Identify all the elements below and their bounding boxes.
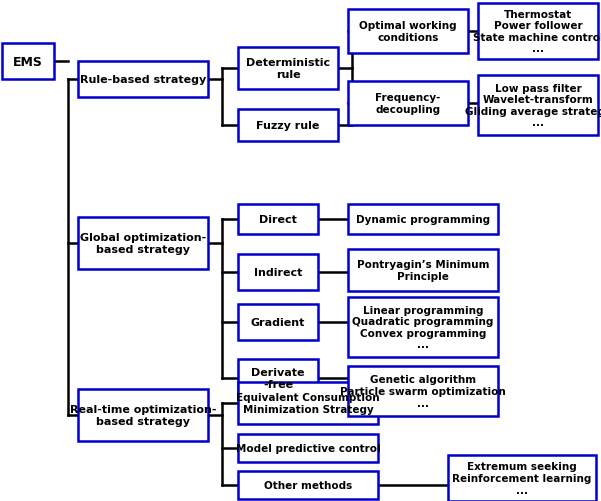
- Text: Linear programming
Quadratic programming
Convex programming
...: Linear programming Quadratic programming…: [352, 305, 493, 350]
- Text: Genetic algorithm
Particle swarm optimization
...: Genetic algorithm Particle swarm optimiz…: [340, 375, 506, 408]
- FancyBboxPatch shape: [238, 204, 318, 234]
- Text: Frequency-
decoupling: Frequency- decoupling: [375, 93, 441, 115]
- FancyBboxPatch shape: [238, 48, 338, 90]
- FancyBboxPatch shape: [348, 366, 498, 416]
- Text: EMS: EMS: [13, 56, 43, 68]
- FancyBboxPatch shape: [478, 4, 598, 60]
- FancyBboxPatch shape: [348, 82, 468, 126]
- FancyBboxPatch shape: [78, 217, 208, 270]
- Text: Rule-based strategy: Rule-based strategy: [80, 75, 206, 85]
- Text: Low pass filter
Wavelet-transform
Gliding average strategy
...: Low pass filter Wavelet-transform Glidin…: [465, 84, 601, 128]
- Text: Extremum seeking
Reinforcement learning
...: Extremum seeking Reinforcement learning …: [453, 461, 592, 494]
- Text: Pontryagin’s Minimum
Principle: Pontryagin’s Minimum Principle: [357, 260, 489, 281]
- Text: Gradient: Gradient: [251, 317, 305, 327]
- FancyBboxPatch shape: [238, 382, 378, 424]
- FancyBboxPatch shape: [448, 455, 596, 501]
- FancyBboxPatch shape: [238, 110, 338, 142]
- FancyBboxPatch shape: [238, 434, 378, 462]
- FancyBboxPatch shape: [2, 44, 54, 80]
- Text: Thermostat
Power follower
State machine control
...: Thermostat Power follower State machine …: [473, 10, 601, 54]
- Text: Direct: Direct: [259, 214, 297, 224]
- Text: Dynamic programming: Dynamic programming: [356, 214, 490, 224]
- FancyBboxPatch shape: [78, 389, 208, 441]
- FancyBboxPatch shape: [238, 255, 318, 291]
- FancyBboxPatch shape: [348, 204, 498, 234]
- Text: Fuzzy rule: Fuzzy rule: [256, 121, 320, 131]
- Text: Real-time optimization-
based strategy: Real-time optimization- based strategy: [70, 404, 216, 426]
- Text: Indirect: Indirect: [254, 268, 302, 278]
- FancyBboxPatch shape: [238, 471, 378, 499]
- FancyBboxPatch shape: [478, 76, 598, 136]
- Text: Equivalent Consumption
Minimization Strategy: Equivalent Consumption Minimization Stra…: [236, 392, 380, 414]
- FancyBboxPatch shape: [238, 359, 318, 397]
- Text: Model predictive control: Model predictive control: [236, 443, 380, 453]
- FancyBboxPatch shape: [238, 305, 318, 340]
- FancyBboxPatch shape: [348, 249, 498, 292]
- Text: Deterministic
rule: Deterministic rule: [246, 58, 330, 80]
- Text: Global optimization-
based strategy: Global optimization- based strategy: [80, 233, 206, 255]
- FancyBboxPatch shape: [348, 298, 498, 357]
- FancyBboxPatch shape: [348, 10, 468, 54]
- Text: Other methods: Other methods: [264, 480, 352, 490]
- Text: Derivate
-free: Derivate -free: [251, 367, 305, 389]
- FancyBboxPatch shape: [78, 62, 208, 98]
- Text: Optimal working
conditions: Optimal working conditions: [359, 21, 457, 43]
